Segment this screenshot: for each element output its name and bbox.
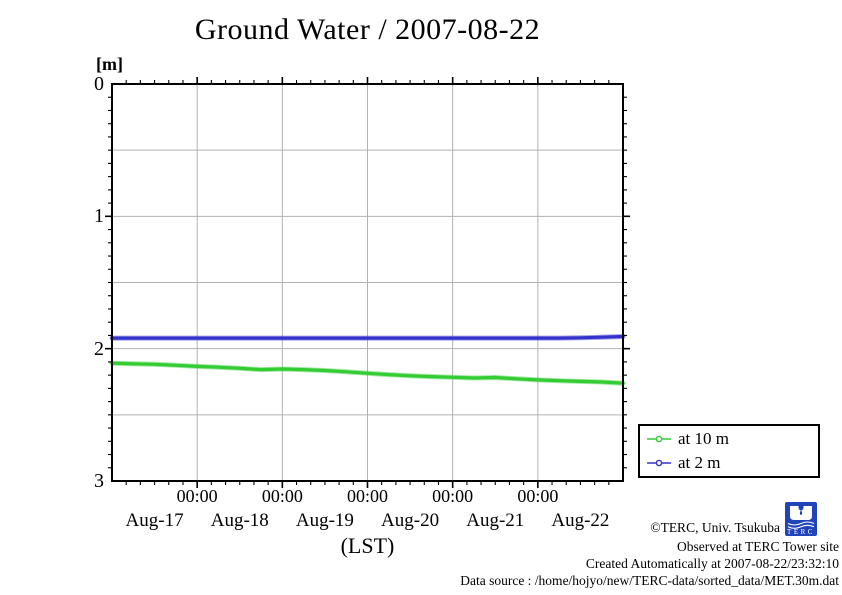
legend-label-at-10m: at 10 m xyxy=(678,429,729,448)
x-day-tick-label: Aug-18 xyxy=(210,510,269,531)
terc-logo-text: TERC xyxy=(787,528,815,536)
x-axis-label: (LST) xyxy=(340,533,395,558)
x-time-tick-label: 00:00 xyxy=(176,486,218,506)
x-day-tick-label: Aug-21 xyxy=(466,510,525,531)
legend-marker-green-line-icon xyxy=(647,435,671,443)
legend-marker-blue-line-icon xyxy=(647,459,671,467)
legend-label-at-2m: at 2 m xyxy=(678,453,721,472)
data-source-text: Data source : /home/hojyo/new/TERC-data/… xyxy=(460,573,839,588)
x-time-tick-label: 00:00 xyxy=(261,486,303,506)
legend-box: at 10 m at 2 m xyxy=(638,424,820,478)
x-time-tick-label: 00:00 xyxy=(432,486,474,506)
y-tick-label: 0 xyxy=(94,73,104,95)
created-timestamp-text: Created Automatically at 2007-08-22/23:3… xyxy=(585,556,839,571)
x-time-tick-label: 00:00 xyxy=(517,486,559,506)
y-tick-label: 3 xyxy=(94,470,104,492)
x-day-tick-label: Aug-19 xyxy=(295,510,354,531)
observed-site-text: Observed at TERC Tower site xyxy=(676,539,839,554)
y-tick-label: 1 xyxy=(94,205,104,228)
x-day-tick-label: Aug-22 xyxy=(551,510,610,531)
y-tick-label: 2 xyxy=(94,337,104,360)
terc-logo-icon: TERC xyxy=(785,502,817,536)
legend-item-at-2m: at 2 m xyxy=(646,452,818,474)
legend-item-at-10m: at 10 m xyxy=(646,428,818,450)
x-day-tick-label: Aug-20 xyxy=(381,510,440,531)
chart-title: Ground Water / 2007-08-22 xyxy=(194,13,541,46)
x-day-tick-label: Aug-17 xyxy=(125,510,184,531)
copyright-text: ©TERC, Univ. Tsukuba xyxy=(650,520,780,535)
x-time-tick-label: 00:00 xyxy=(346,486,388,506)
y-axis-unit-label: [m] xyxy=(96,54,123,74)
